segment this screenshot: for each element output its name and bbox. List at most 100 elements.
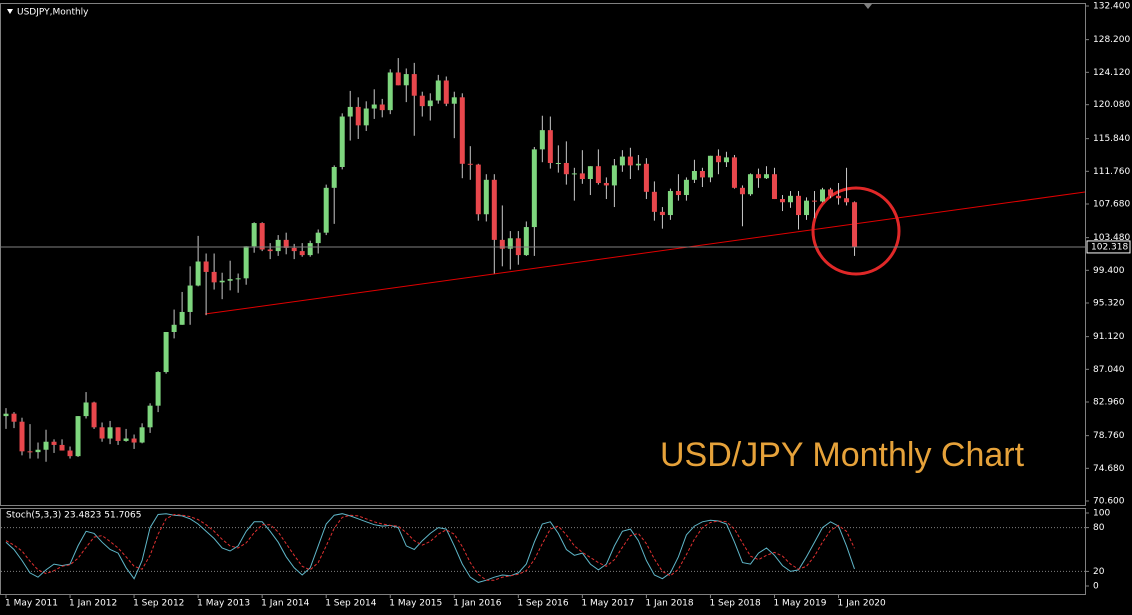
candle-body — [699, 171, 705, 178]
candle-body — [139, 427, 145, 443]
x-tick-label: 1 Jan 2018 — [645, 599, 693, 609]
candle-body — [683, 179, 689, 196]
x-tick-label: 1 Jan 2016 — [453, 599, 501, 609]
y-tick-label: 107.680 — [1093, 200, 1130, 210]
y-tick-label: 78.760 — [1093, 431, 1125, 441]
candle-body — [579, 173, 585, 180]
candle-body — [836, 195, 842, 199]
y-tick-label: 103.480 — [1093, 233, 1130, 243]
candle-body — [179, 311, 185, 325]
candle-body — [251, 223, 257, 247]
candle-body — [755, 174, 761, 179]
candle-body — [203, 261, 209, 272]
candle-body — [491, 179, 497, 240]
candle-body — [804, 200, 809, 216]
candle-body — [11, 413, 17, 422]
candle-body — [227, 279, 233, 281]
y-tick-label: 132.400 — [1093, 2, 1130, 12]
candle-body — [363, 108, 369, 126]
trend-line — [204, 191, 1086, 315]
candle-body — [323, 187, 329, 233]
menu-arrow[interactable] — [7, 9, 13, 14]
x-tick-label: 1 Sep 2018 — [709, 599, 761, 609]
candle-body — [427, 100, 433, 107]
candle-body — [523, 227, 529, 256]
y-tick-label: 95.320 — [1093, 299, 1125, 309]
x-tick-label: 1 Jan 2012 — [69, 599, 117, 609]
symbol-label: USDJPY,Monthly — [17, 8, 89, 18]
stoch-pane-frame — [0, 508, 1086, 595]
candle-body — [411, 74, 417, 96]
candle-body — [852, 202, 858, 247]
candle-body — [291, 247, 297, 252]
candle-body — [171, 324, 177, 332]
candle-body — [371, 104, 377, 109]
shift-marker — [864, 4, 872, 9]
stoch-line — [5, 513, 855, 581]
candle-body — [467, 163, 473, 165]
y-tick-label: 80 — [1093, 523, 1105, 533]
candle-body — [299, 251, 305, 256]
candle-body — [339, 116, 345, 167]
candle-body — [763, 174, 769, 179]
candle-body — [67, 450, 73, 457]
candle-body — [27, 451, 33, 453]
candle-body — [19, 421, 25, 452]
x-tick-label: 1 Sep 2016 — [517, 599, 569, 609]
candle-body — [219, 280, 225, 283]
candle-body — [603, 183, 609, 186]
candle-body — [563, 162, 569, 175]
candle-body — [499, 239, 505, 249]
candle-body — [235, 278, 241, 280]
x-tick-label: 1 May 2017 — [581, 599, 634, 609]
y-tick-label: 120.080 — [1093, 100, 1130, 110]
candle-body — [779, 199, 785, 203]
candle-body — [547, 130, 553, 163]
highlight-circle — [811, 186, 901, 276]
candle-body — [723, 157, 729, 163]
candle-body — [331, 166, 337, 188]
stoch-line — [5, 513, 855, 583]
y-tick-label: 91.120 — [1093, 332, 1125, 342]
candle-body — [315, 232, 321, 244]
candle-body — [131, 438, 137, 443]
candle-body — [619, 156, 625, 166]
candle-body — [739, 187, 745, 195]
y-tick-label: 124.120 — [1093, 68, 1130, 78]
candle-body — [59, 444, 65, 451]
y-tick-label: 111.760 — [1093, 167, 1130, 177]
candle-body — [667, 191, 673, 216]
candle-body — [587, 166, 593, 180]
candle-body — [51, 441, 57, 445]
candle-body — [643, 163, 649, 192]
candle-body — [475, 164, 481, 215]
candle-body — [99, 427, 105, 439]
candle-body — [595, 166, 601, 184]
candle-body — [828, 189, 834, 196]
y-tick-label: 0 — [1093, 582, 1099, 592]
candle-body — [187, 285, 193, 312]
candle-body — [635, 163, 641, 166]
candle-body — [163, 331, 169, 373]
y-tick-label: 70.600 — [1093, 497, 1125, 507]
x-tick-label: 1 May 2015 — [389, 599, 442, 609]
candle-body — [747, 174, 753, 195]
candle-body — [35, 449, 41, 453]
candle-body — [443, 80, 449, 104]
candle-body — [379, 104, 385, 111]
candle-body — [787, 195, 793, 203]
candle-body — [844, 198, 850, 203]
x-tick-label: 1 Jan 2020 — [838, 599, 886, 609]
candle-body — [211, 271, 217, 283]
candle-body — [771, 174, 777, 200]
y-tick-label: 115.840 — [1093, 134, 1130, 144]
candle-body — [123, 438, 129, 441]
candle-body — [147, 405, 153, 428]
candle-body — [387, 72, 393, 111]
candle-body — [795, 195, 801, 216]
y-tick-label: 128.200 — [1093, 35, 1130, 45]
y-tick-label: 20 — [1093, 567, 1105, 577]
candle-body — [419, 95, 425, 107]
y-tick-label: 87.040 — [1093, 365, 1125, 375]
